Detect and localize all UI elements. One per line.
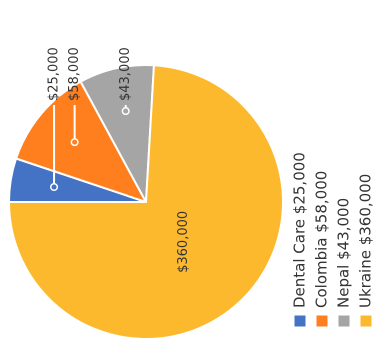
legend-swatch-dental-care: [294, 315, 306, 327]
leader-dot-dental-care: [50, 182, 59, 192]
data-label-ukraine: $360,000: [176, 211, 191, 273]
data-label-nepal: $43,000: [118, 47, 133, 101]
legend-swatch-nepal: [338, 315, 350, 327]
pie-slice-colombia: [15, 80, 147, 203]
leader-dot-colombia: [70, 138, 79, 147]
leader-dot-nepal: [121, 107, 130, 116]
legend: Dental Care $25,000 Colombia $58,000 Nepal…: [291, 152, 375, 327]
data-label-dental-care: $25,000: [47, 47, 62, 101]
leader-lines: [50, 105, 130, 192]
legend-label-dental-care: Dental Care $25,000: [291, 152, 309, 308]
legend-label-ukraine: Ukraine $360,000: [357, 174, 375, 308]
data-labels: $25,000 $58,000 $43,000 $360,000: [47, 47, 192, 273]
pie-slice-ukraine: [8, 64, 284, 340]
pie-slices: [8, 64, 284, 340]
legend-swatch-colombia: [316, 315, 328, 327]
data-label-colombia: $58,000: [67, 47, 82, 101]
legend-label-nepal: Nepal $43,000: [335, 198, 353, 308]
legend-swatch-ukraine: [360, 315, 372, 327]
legend-label-colombia: Colombia $58,000: [313, 171, 331, 308]
